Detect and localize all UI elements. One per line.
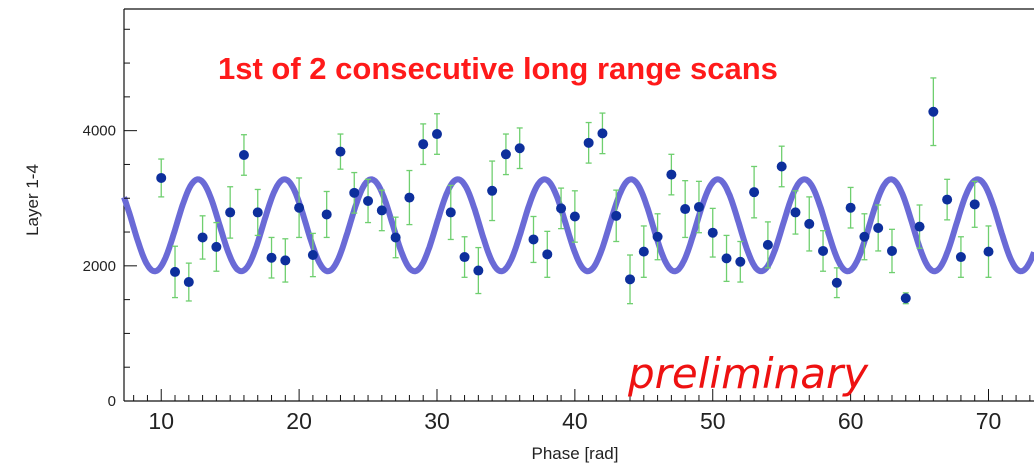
x-tick-label: 60 <box>838 408 864 434</box>
data-point <box>611 210 622 221</box>
data-point <box>942 194 953 205</box>
data-point <box>845 202 856 213</box>
data-point <box>790 207 801 218</box>
data-point <box>363 195 374 206</box>
data-point <box>873 222 884 233</box>
data-point <box>197 232 208 243</box>
data-point <box>900 293 911 304</box>
x-tick-label: 10 <box>148 408 174 434</box>
data-point <box>418 139 429 150</box>
fit-curve <box>121 176 1034 275</box>
data-point <box>983 246 994 257</box>
data-point <box>831 277 842 288</box>
data-point <box>500 149 511 160</box>
data-point <box>390 232 401 243</box>
x-axis-title: Phase [rad] <box>532 444 619 463</box>
y-tick-label: 0 <box>108 393 116 410</box>
data-point <box>459 252 470 263</box>
x-tick-label: 40 <box>562 408 588 434</box>
data-point <box>569 211 580 222</box>
data-point <box>487 185 498 196</box>
x-tick-label: 70 <box>976 408 1002 434</box>
data-point <box>776 161 787 172</box>
data-point <box>666 169 677 180</box>
data-point <box>404 192 415 203</box>
data-point <box>680 204 691 215</box>
data-point <box>721 253 732 264</box>
y-tick-label: 2000 <box>83 258 116 275</box>
data-point <box>707 227 718 238</box>
data-point <box>556 203 567 214</box>
x-tick-label: 20 <box>286 408 312 434</box>
data-point <box>652 231 663 242</box>
data-point <box>445 207 456 218</box>
data-point <box>528 234 539 245</box>
data-point <box>583 137 594 148</box>
data-point <box>321 209 332 220</box>
x-tick-label: 30 <box>424 408 450 434</box>
chart-annotation-preliminary: preliminary <box>627 349 869 398</box>
data-point <box>625 274 636 285</box>
data-point <box>156 172 167 183</box>
data-point <box>886 245 897 256</box>
data-point <box>859 231 870 242</box>
data-point <box>266 252 277 263</box>
data-point <box>762 239 773 250</box>
data-point <box>955 252 966 263</box>
data-point <box>542 249 553 260</box>
data-point <box>928 106 939 117</box>
data-point <box>749 187 760 198</box>
data-point <box>170 266 181 277</box>
data-point <box>969 199 980 210</box>
data-point <box>335 146 346 157</box>
data-point <box>349 187 360 198</box>
chart-annotation-top: 1st of 2 consecutive long range scans <box>218 51 778 86</box>
y-tick-label: 4000 <box>83 123 116 140</box>
data-point <box>294 202 305 213</box>
data-point <box>211 241 222 252</box>
data-point <box>735 256 746 267</box>
data-point <box>280 255 291 266</box>
data-point <box>597 128 608 139</box>
data-point <box>183 277 194 288</box>
data-point <box>473 265 484 276</box>
data-point <box>252 207 263 218</box>
data-point <box>238 149 249 160</box>
x-tick-label: 50 <box>700 408 726 434</box>
data-point <box>638 246 649 257</box>
data-point <box>818 245 829 256</box>
data-point <box>307 250 318 261</box>
data-point <box>376 205 387 216</box>
data-point <box>693 202 704 213</box>
data-point <box>514 143 525 154</box>
data-point <box>804 218 815 229</box>
y-axis-title: Layer 1-4 <box>23 164 42 236</box>
data-point <box>225 207 236 218</box>
data-point <box>431 129 442 140</box>
data-point <box>914 221 925 232</box>
